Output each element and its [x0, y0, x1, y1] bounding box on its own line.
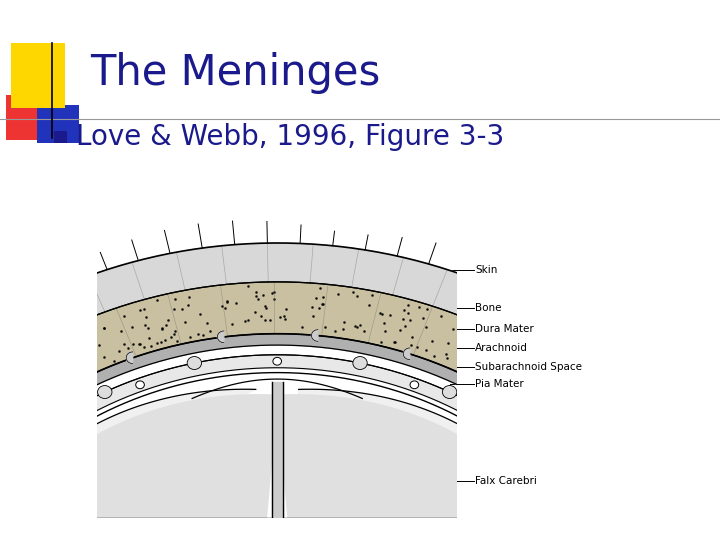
Polygon shape	[403, 348, 410, 360]
Text: Skin: Skin	[475, 265, 498, 275]
Polygon shape	[217, 331, 224, 343]
Circle shape	[9, 456, 18, 463]
Bar	[37, 105, 79, 143]
Polygon shape	[0, 334, 647, 540]
Polygon shape	[0, 395, 277, 540]
Polygon shape	[277, 395, 585, 540]
Polygon shape	[0, 243, 720, 532]
Circle shape	[410, 381, 419, 389]
Polygon shape	[126, 352, 132, 363]
Bar	[6, 94, 48, 140]
Polygon shape	[312, 329, 318, 341]
Bar	[11, 43, 65, 108]
Polygon shape	[299, 389, 582, 540]
Polygon shape	[0, 355, 626, 540]
Polygon shape	[0, 389, 256, 540]
Circle shape	[512, 427, 526, 440]
Polygon shape	[618, 506, 624, 517]
Circle shape	[536, 456, 545, 463]
Text: Pia Mater: Pia Mater	[475, 380, 524, 389]
Polygon shape	[272, 382, 283, 518]
Polygon shape	[0, 282, 700, 540]
Text: The Meninges: The Meninges	[90, 52, 380, 94]
Bar	[54, 131, 67, 143]
Circle shape	[135, 381, 144, 389]
Text: Falx Carebri: Falx Carebri	[475, 476, 537, 485]
Circle shape	[353, 356, 367, 369]
Circle shape	[187, 356, 202, 369]
Circle shape	[98, 386, 112, 399]
Text: Arachnoid: Arachnoid	[475, 343, 528, 353]
Text: Subarachnoid Space: Subarachnoid Space	[475, 362, 582, 372]
Circle shape	[442, 386, 456, 399]
Polygon shape	[43, 392, 50, 403]
Circle shape	[28, 427, 42, 440]
Polygon shape	[561, 438, 567, 450]
Circle shape	[273, 357, 282, 365]
Text: Bone: Bone	[475, 303, 502, 313]
Text: Dura Mater: Dura Mater	[475, 325, 534, 334]
Polygon shape	[488, 385, 495, 396]
Text: Love & Webb, 1996, Figure 3-3: Love & Webb, 1996, Figure 3-3	[76, 123, 505, 151]
